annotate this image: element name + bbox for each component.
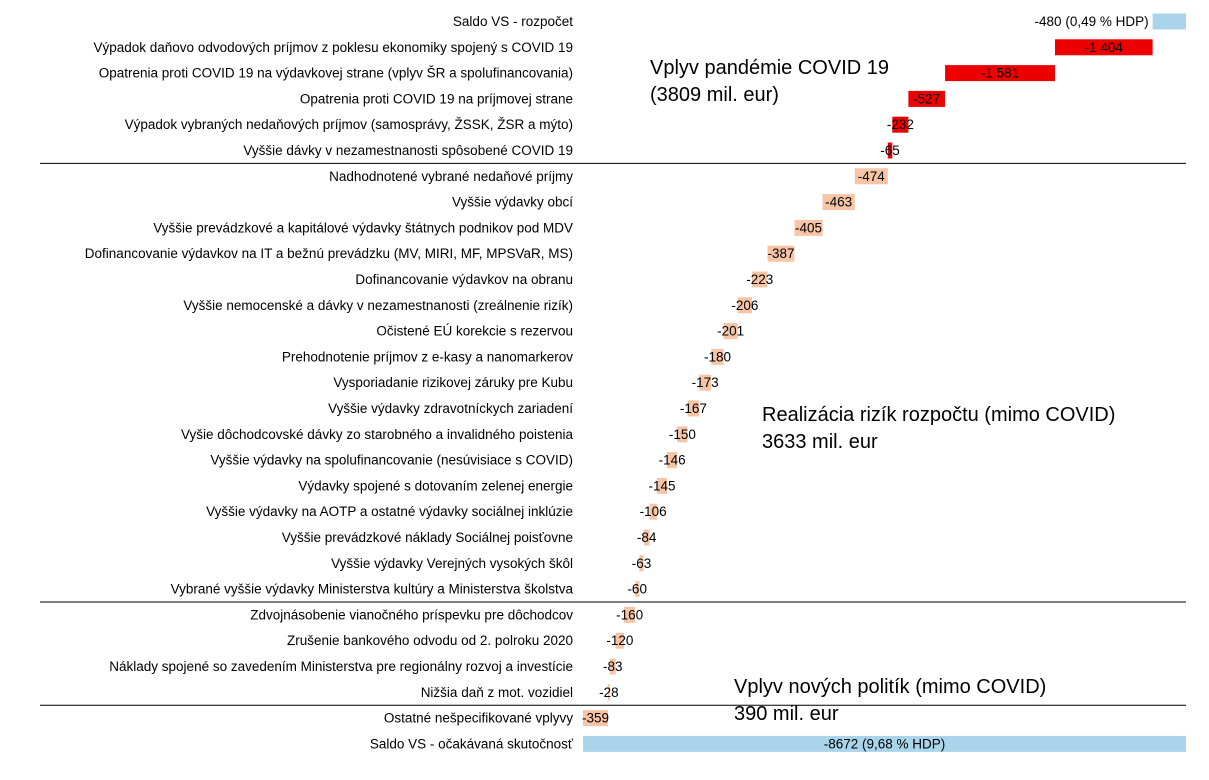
data-label: -206 (731, 298, 758, 313)
category-label: Vysporiadanie rizikovej záruky pre Kubu (333, 375, 573, 390)
category-label: Saldo VS - očakávaná skutočnosť (370, 736, 574, 751)
data-label: -65 (880, 143, 900, 158)
bar (687, 400, 700, 417)
data-label: -474 (858, 169, 886, 184)
bar (723, 323, 738, 340)
category-label: Vyššie nemocenské a dávky v nezamestnano… (183, 298, 573, 313)
category-label: Nadhodnotené vybrané nedaňové príjmy (329, 169, 573, 184)
bar (887, 142, 893, 159)
bar (615, 632, 624, 649)
category-label: Saldo VS - rozpočet (453, 14, 573, 29)
bar (854, 168, 888, 185)
category-label: Vyššie výdavky na AOTP a ostatné výdavky… (206, 504, 573, 519)
data-labels: -480 (0,49 % HDP) -1 404 -1 581 -527 -232 -65… (582, 14, 1149, 751)
data-label: -106 (640, 504, 667, 519)
data-label: -223 (746, 272, 773, 287)
category-label: Vybrané vyššie výdavky Ministerstva kult… (171, 582, 574, 597)
category-label: Vyššie dávky v nezamestnanosti spôsobené… (243, 143, 573, 158)
bar (639, 555, 644, 572)
category-labels: Saldo VS - rozpočet Výpadok daňovo odvodo… (85, 14, 574, 751)
data-label: -405 (795, 220, 822, 235)
bar (767, 245, 795, 262)
annotation-policies: Vplyv nových politík (mimo COVID) (734, 676, 1046, 698)
category-label: Vyššie prevádzkové náklady Sociálnej poi… (282, 530, 573, 545)
annotation-risks: 3633 mil. eur (762, 431, 878, 453)
bar (752, 271, 768, 288)
data-label: -359 (582, 711, 609, 726)
annotation-covid: (3809 mil. eur) (650, 84, 779, 106)
bars (583, 13, 1186, 752)
bar (1055, 39, 1153, 56)
category-label: Zdvojnásobenie vianočného príspevku pre … (250, 607, 573, 622)
category-label: Prehodnotenie príjmov z e-kasy a nanomar… (282, 349, 573, 364)
data-label: -167 (680, 401, 707, 416)
category-label: Dofinancovanie výdavkov na IT a bežnú pr… (85, 246, 573, 261)
data-label: -83 (603, 659, 623, 674)
data-label: -527 (913, 91, 940, 106)
bar (583, 735, 1186, 752)
bar (822, 194, 855, 211)
bar (667, 452, 678, 469)
bar (794, 219, 823, 236)
category-label: Vyššie výdavky Verejných vysokých škôl (331, 556, 573, 571)
category-label: Dofinancovanie výdavkov na obranu (355, 272, 573, 287)
bar (892, 116, 909, 133)
category-label: Opatrenia proti COVID 19 na príjmovej st… (300, 91, 573, 106)
data-label: -201 (717, 324, 744, 339)
category-label: Vyššie prevádzkové a kapitálové výdavky … (153, 220, 573, 235)
data-label: -63 (632, 556, 652, 571)
data-label: -480 (0,49 % HDP) (1035, 14, 1149, 29)
category-label: Výpadok vybraných nedaňových príjmov (sa… (125, 117, 573, 132)
bar (908, 90, 945, 107)
data-label: -1 581 (981, 66, 1019, 81)
category-label: Výdavky spojené s dotovaním zelenej ener… (298, 478, 573, 493)
data-label: -145 (648, 478, 675, 493)
bar (656, 477, 667, 494)
bar (711, 348, 724, 365)
data-label: -180 (704, 349, 731, 364)
annotation-covid: Vplyv pandémie COVID 19 (650, 57, 889, 79)
bar (635, 581, 640, 598)
category-label: Nižšia daň z mot. vozidiel (421, 685, 573, 700)
data-label: -8672 (9,68 % HDP) (824, 736, 946, 751)
bar (945, 65, 1055, 82)
bar (737, 297, 752, 314)
category-label: Očistené EÚ korekcie s rezervou (376, 324, 573, 339)
category-label: Vyšie dôchodcovské dávky zo starobného a… (181, 427, 573, 442)
bar (608, 684, 610, 701)
data-label: -232 (887, 117, 914, 132)
category-label: Vyššie výdavky obcí (452, 195, 573, 210)
bar (1152, 13, 1186, 30)
bar (677, 426, 688, 443)
data-label: -1 404 (1085, 40, 1124, 55)
group-separators (40, 162, 1186, 706)
category-label: Vyššie výdavky zdravotníckych zariadení (328, 401, 573, 416)
data-label: -84 (637, 530, 657, 545)
bar (643, 529, 650, 546)
bar (583, 710, 608, 727)
category-label: Zrušenie bankového odvodu od 2. polroku … (287, 633, 573, 648)
data-label: -28 (599, 685, 619, 700)
category-label: Opatrenia proti COVID 19 na výdavkovej s… (99, 66, 573, 81)
annotation-risks: Realizácia rizík rozpočtu (mimo COVID) (762, 404, 1115, 426)
bar (624, 606, 636, 623)
data-label: -173 (692, 375, 719, 390)
category-label: Vyššie výdavky na spolufinancovanie (nes… (210, 453, 573, 468)
category-label: Náklady spojené so zavedením Ministerstv… (109, 659, 573, 674)
data-label: -146 (659, 453, 686, 468)
bar (699, 374, 712, 391)
bar (609, 658, 616, 675)
data-label: -120 (606, 633, 633, 648)
data-label: -160 (616, 607, 643, 622)
bar (649, 503, 657, 520)
data-label: -150 (669, 427, 696, 442)
annotations: Vplyv pandémie COVID 19 (3809 mil. eur) Re… (650, 57, 1115, 725)
annotation-policies: 390 mil. eur (734, 703, 839, 725)
data-label: -463 (825, 195, 852, 210)
category-label: Ostatné nešpecifikované vplyvy (384, 711, 573, 726)
data-label: -60 (627, 582, 647, 597)
data-label: -387 (767, 246, 794, 261)
category-label: Výpadok daňovo odvodových príjmov z pokl… (93, 40, 573, 55)
